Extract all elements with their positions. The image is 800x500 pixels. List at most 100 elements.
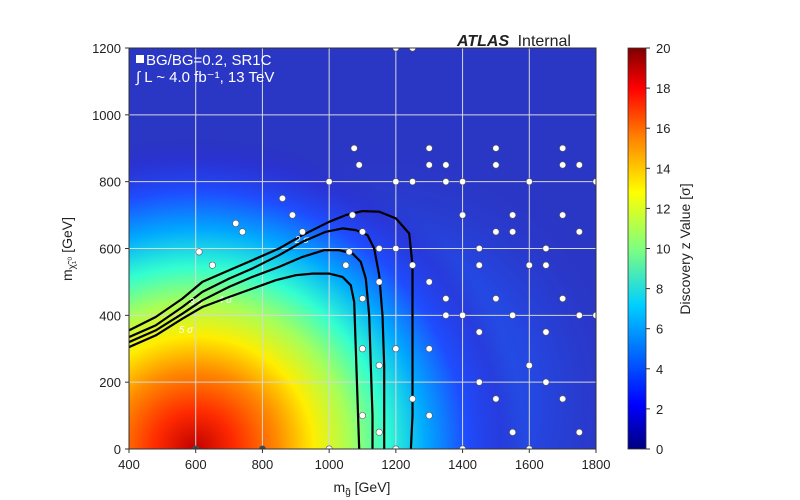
contour-label: 3 σ <box>189 297 204 308</box>
signal-point <box>475 328 483 336</box>
signal-point <box>442 295 450 303</box>
signal-point <box>459 178 467 186</box>
x-tick-label: 1600 <box>515 457 544 472</box>
signal-point <box>409 48 417 52</box>
signal-point <box>358 295 366 303</box>
colorbar-tick-label: 6 <box>656 322 663 337</box>
signal-point <box>575 161 583 169</box>
y-axis: 0 200 400 600 800 1000 1200 <box>92 41 129 457</box>
x-tick-label: 800 <box>252 457 274 472</box>
colorbar-tick-label: 18 <box>656 81 670 96</box>
signal-point <box>542 245 550 253</box>
colorbar-tick-label: 12 <box>656 201 670 216</box>
signal-point <box>492 161 500 169</box>
signal-point <box>525 261 533 269</box>
colorbar-tick-label: 10 <box>656 242 670 257</box>
signal-point <box>425 161 433 169</box>
colorbar-axis: 0 2 4 6 8 10 12 14 16 18 20 <box>646 41 670 457</box>
annotation-2: ∫ L ~ 4.0 fb⁻¹, 13 TeV <box>135 69 274 86</box>
signal-point <box>208 261 216 269</box>
signal-point <box>509 311 517 319</box>
signal-point <box>342 261 350 269</box>
contour-line <box>129 249 374 449</box>
signal-point <box>425 345 433 353</box>
signal-point <box>392 245 400 253</box>
signal-point <box>392 345 400 353</box>
y-axis-title: mχ̃₁⁰ [GeV] <box>59 217 78 281</box>
x-tick-label: 600 <box>185 457 207 472</box>
colorbar-tick-label: 0 <box>656 442 663 457</box>
signal-point <box>542 328 550 336</box>
contour-label: 5 σ <box>179 325 194 336</box>
y-tick-label: 0 <box>114 442 121 457</box>
colorbar-label: Discovery z Value [σ] <box>677 183 693 314</box>
contour-line <box>129 210 414 449</box>
signal-point <box>195 248 203 256</box>
heatmap: 2 σ 3 σ 4 σ 5 σ <box>129 48 596 449</box>
signal-point <box>425 278 433 286</box>
signal-point <box>475 378 483 386</box>
colorbar-tick-label: 2 <box>656 402 663 417</box>
signal-point <box>525 361 533 369</box>
signal-point <box>459 311 467 319</box>
x-tick-label: 1800 <box>582 457 611 472</box>
signal-point <box>459 211 467 219</box>
colorbar-tick-label: 20 <box>656 41 670 56</box>
x-axis-title: mg̃ [GeV] <box>334 479 391 498</box>
signal-point <box>509 428 517 436</box>
signal-point <box>475 261 483 269</box>
signal-point <box>358 228 366 236</box>
x-tick-label: 1200 <box>381 457 410 472</box>
y-tick-label: 600 <box>99 242 121 257</box>
signal-point <box>575 311 583 319</box>
signal-point <box>350 144 358 152</box>
signal-point <box>375 245 383 253</box>
signal-point <box>492 295 500 303</box>
signal-point <box>409 395 417 403</box>
x-tick-label: 400 <box>118 457 140 472</box>
signal-point <box>238 228 246 236</box>
annotation-marker <box>136 55 144 63</box>
signal-point <box>392 178 400 186</box>
y-tick-label: 400 <box>99 308 121 323</box>
signal-point <box>559 161 567 169</box>
signal-point <box>392 48 400 52</box>
colorbar-tick-label: 8 <box>656 282 663 297</box>
contour-lines: 2 σ 3 σ 4 σ 5 σ <box>129 210 414 449</box>
signal-point <box>442 178 450 186</box>
signal-point <box>358 345 366 353</box>
signal-point <box>525 178 533 186</box>
signal-point <box>355 161 363 169</box>
signal-point <box>542 261 550 269</box>
experiment-label-bold: ATLAS <box>456 33 509 50</box>
signal-point <box>425 412 433 420</box>
signal-point <box>542 378 550 386</box>
signal-point <box>409 261 417 269</box>
y-tick-label: 1000 <box>92 108 121 123</box>
signal-point <box>375 361 383 369</box>
signal-point <box>409 178 417 186</box>
signal-point <box>288 211 296 219</box>
colorbar <box>627 47 647 450</box>
x-tick-label: 1000 <box>315 457 344 472</box>
colorbar-tick-label: 16 <box>656 121 670 136</box>
signal-point <box>559 211 567 219</box>
signal-point <box>232 219 240 227</box>
contour-line <box>129 272 361 449</box>
signal-point <box>425 144 433 152</box>
signal-points <box>192 48 596 449</box>
signal-point <box>348 211 356 219</box>
y-tick-label: 800 <box>99 175 121 190</box>
signal-point <box>278 194 286 202</box>
experiment-label-normal: Internal <box>518 33 571 50</box>
x-axis: 400 600 800 1000 1200 1400 1600 1800 <box>118 449 610 472</box>
signal-point <box>559 395 567 403</box>
signal-point <box>375 428 383 436</box>
signal-point <box>475 245 483 253</box>
signal-point <box>442 161 450 169</box>
colorbar-tick-label: 4 <box>656 362 663 377</box>
signal-point <box>575 428 583 436</box>
contour-label: 2 σ <box>294 235 310 246</box>
y-tick-label: 200 <box>99 375 121 390</box>
